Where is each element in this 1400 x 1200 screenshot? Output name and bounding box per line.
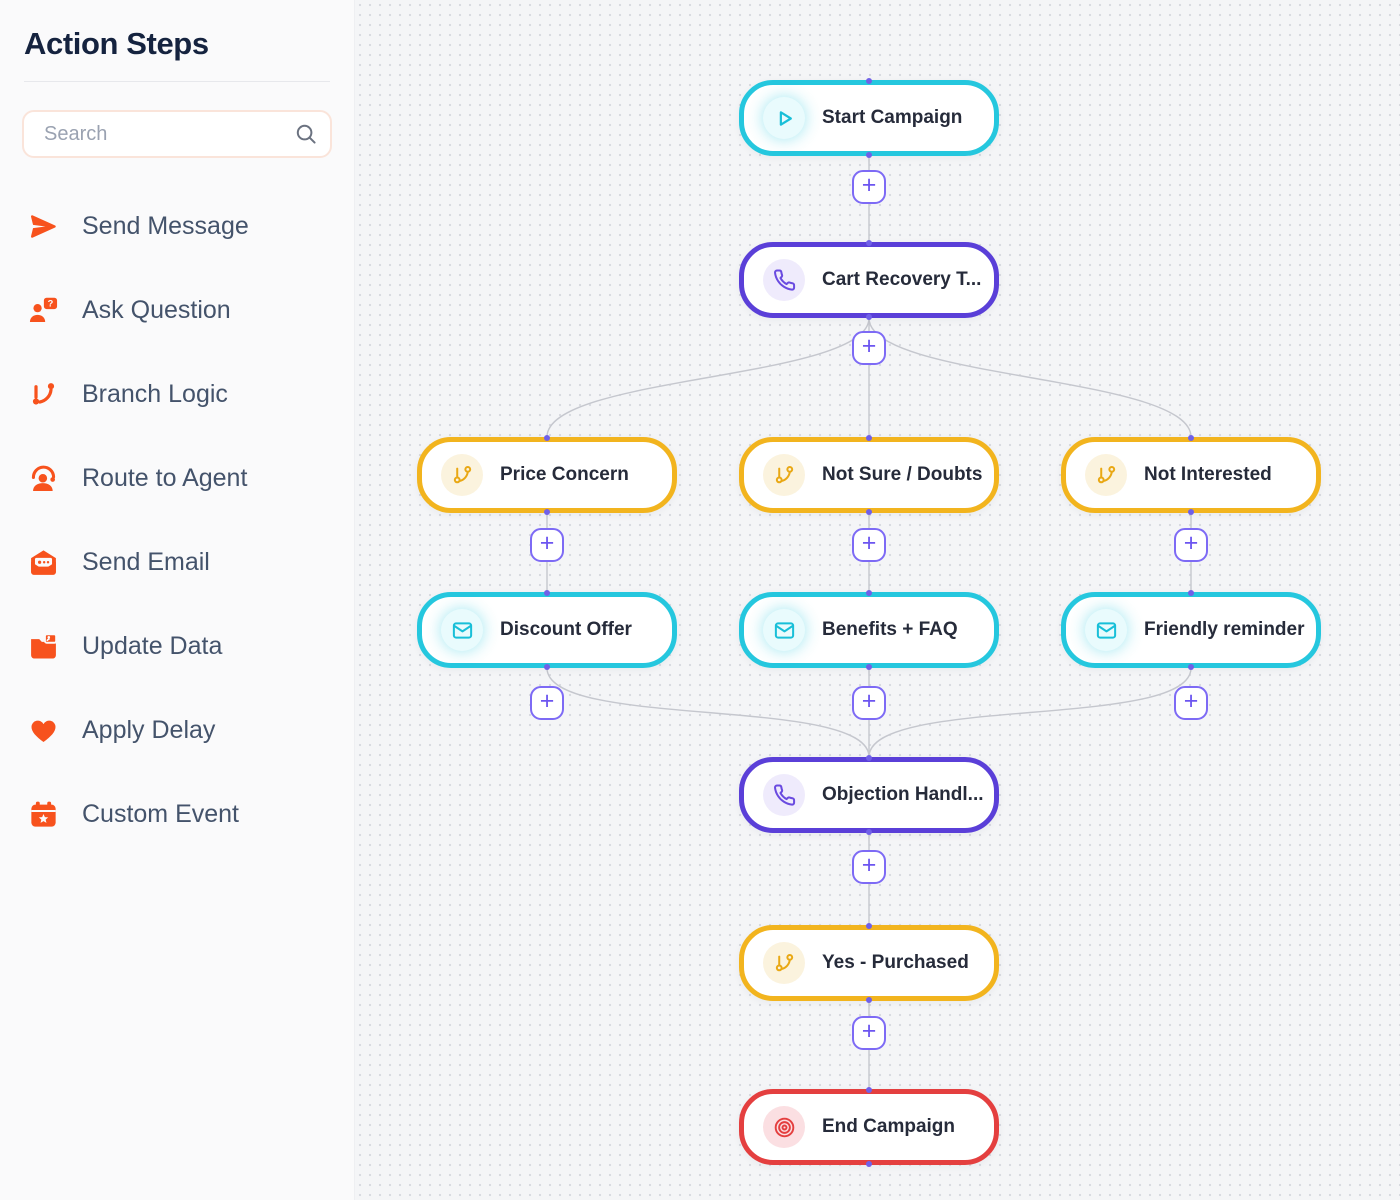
flow-canvas[interactable]: Start Campaign Cart Recovery T... Price Co… — [355, 0, 1400, 1200]
sidebar-item-label: Apply Delay — [82, 715, 216, 744]
connection-handle-bottom[interactable] — [866, 829, 872, 835]
flow-node-price[interactable]: Price Concern — [417, 435, 677, 515]
connection-handle-top[interactable] — [1188, 590, 1194, 596]
sidebar-item-label: Update Data — [82, 631, 223, 660]
flow-node-yes[interactable]: Yes - Purchased — [739, 923, 999, 1003]
mail-icon — [1085, 609, 1127, 651]
add-step-button[interactable]: + — [1174, 686, 1208, 720]
sidebar-item-ask-question[interactable]: ? Ask Question — [0, 268, 354, 352]
apply-delay-icon — [28, 715, 59, 746]
connection-handle-bottom[interactable] — [544, 664, 550, 670]
sidebar-item-custom-event[interactable]: Custom Event — [0, 772, 354, 856]
node-label: End Campaign — [822, 1116, 956, 1137]
branch-icon — [1085, 454, 1127, 496]
phone-icon — [763, 774, 805, 816]
action-steps-sidebar: Action Steps Send Message? Ask Question Br… — [0, 0, 355, 1200]
update-data-icon — [28, 631, 59, 662]
svg-text:?: ? — [48, 298, 54, 308]
flow-node-objection[interactable]: Objection Handl... — [739, 755, 999, 835]
sidebar-item-label: Send Message — [82, 211, 249, 240]
branch-icon — [763, 942, 805, 984]
sidebar-item-label: Custom Event — [82, 799, 240, 828]
add-step-button[interactable]: + — [530, 528, 564, 562]
add-step-button[interactable]: + — [852, 1016, 886, 1050]
add-step-button[interactable]: + — [530, 686, 564, 720]
ask-question-icon: ? — [28, 295, 59, 326]
send-email-icon — [28, 547, 59, 578]
flow-node-cart[interactable]: Cart Recovery T... — [739, 240, 999, 320]
node-label: Price Concern — [500, 464, 629, 485]
sidebar-item-label: Ask Question — [82, 295, 231, 324]
add-step-button[interactable]: + — [852, 686, 886, 720]
branch-icon — [441, 454, 483, 496]
add-step-button[interactable]: + — [1174, 528, 1208, 562]
send-message-icon — [28, 211, 59, 242]
connection-handle-bottom[interactable] — [866, 314, 872, 320]
phone-icon — [763, 259, 805, 301]
sidebar-divider — [24, 81, 330, 82]
flow-node-notsure[interactable]: Not Sure / Doubts — [739, 435, 999, 515]
custom-event-icon — [28, 799, 59, 830]
branch-icon — [763, 454, 805, 496]
route-to-agent-icon — [28, 463, 59, 494]
add-step-button[interactable]: + — [852, 528, 886, 562]
play-icon — [763, 97, 805, 139]
flow-node-start[interactable]: Start Campaign — [739, 78, 999, 158]
connection-handle-top[interactable] — [866, 1087, 872, 1093]
connection-handle-top[interactable] — [1188, 435, 1194, 441]
flow-node-benefits[interactable]: Benefits + FAQ — [739, 590, 999, 670]
target-icon — [763, 1106, 805, 1148]
search-box — [22, 110, 332, 158]
connection-handle-top[interactable] — [866, 78, 872, 84]
add-step-button[interactable]: + — [852, 850, 886, 884]
sidebar-title: Action Steps — [24, 26, 209, 61]
connection-handle-bottom[interactable] — [866, 664, 872, 670]
node-label: Objection Handl... — [822, 784, 984, 805]
node-label: Friendly reminder — [1144, 619, 1305, 640]
node-label: Cart Recovery T... — [822, 269, 982, 290]
sidebar-item-send-message[interactable]: Send Message — [0, 184, 354, 268]
node-label: Discount Offer — [500, 619, 632, 640]
connection-handle-top[interactable] — [866, 923, 872, 929]
flow-node-friendly[interactable]: Friendly reminder — [1061, 590, 1321, 670]
add-step-button[interactable]: + — [852, 331, 886, 365]
connection-handle-bottom[interactable] — [866, 152, 872, 158]
sidebar-item-label: Route to Agent — [82, 463, 248, 492]
connection-handle-top[interactable] — [866, 590, 872, 596]
search-icon — [294, 122, 318, 146]
connection-handle-bottom[interactable] — [866, 1161, 872, 1167]
connection-handle-bottom[interactable] — [1188, 509, 1194, 515]
connection-handle-top[interactable] — [866, 435, 872, 441]
search-input[interactable] — [22, 110, 332, 158]
sidebar-item-route-to-agent[interactable]: Route to Agent — [0, 436, 354, 520]
sidebar-item-apply-delay[interactable]: Apply Delay — [0, 688, 354, 772]
connection-handle-bottom[interactable] — [866, 509, 872, 515]
node-label: Yes - Purchased — [822, 952, 969, 973]
add-step-button[interactable]: + — [852, 170, 886, 204]
sidebar-item-send-email[interactable]: Send Email — [0, 520, 354, 604]
connection-handle-bottom[interactable] — [544, 509, 550, 515]
connection-handle-top[interactable] — [544, 435, 550, 441]
flow-node-end[interactable]: End Campaign — [739, 1087, 999, 1167]
branch-logic-icon — [28, 379, 59, 410]
sidebar-item-branch-logic[interactable]: Branch Logic — [0, 352, 354, 436]
node-label: Not Sure / Doubts — [822, 464, 983, 485]
action-step-list: Send Message? Ask Question Branch Logic Rou… — [0, 184, 354, 856]
node-label: Benefits + FAQ — [822, 619, 958, 640]
node-label: Not Interested — [1144, 464, 1272, 485]
node-label: Start Campaign — [822, 107, 963, 128]
mail-icon — [763, 609, 805, 651]
connection-handle-top[interactable] — [544, 590, 550, 596]
flow-node-discount[interactable]: Discount Offer — [417, 590, 677, 670]
flow-node-notint[interactable]: Not Interested — [1061, 435, 1321, 515]
connection-handle-bottom[interactable] — [866, 997, 872, 1003]
connection-handle-top[interactable] — [866, 755, 872, 761]
mail-icon — [441, 609, 483, 651]
connection-handle-top[interactable] — [866, 240, 872, 246]
connection-handle-bottom[interactable] — [1188, 664, 1194, 670]
sidebar-item-update-data[interactable]: Update Data — [0, 604, 354, 688]
sidebar-item-label: Branch Logic — [82, 379, 228, 408]
sidebar-item-label: Send Email — [82, 547, 210, 576]
